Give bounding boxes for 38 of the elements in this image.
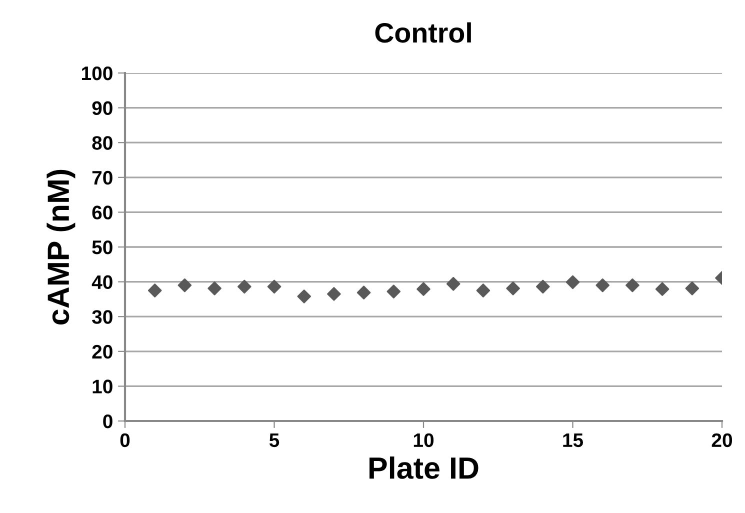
y-tick-label: 40 xyxy=(92,275,112,290)
y-axis-title: cAMP (nM) xyxy=(46,170,76,324)
point xyxy=(327,287,341,301)
y-tick-label: 70 xyxy=(92,170,112,185)
point xyxy=(626,278,640,292)
x-tick-label: 20 xyxy=(712,433,732,448)
point xyxy=(356,286,371,300)
point xyxy=(446,276,460,291)
point xyxy=(566,275,580,290)
y-tick-label: 50 xyxy=(92,240,112,254)
point xyxy=(685,282,700,296)
y-tick-label: 100 xyxy=(82,66,112,80)
point xyxy=(596,278,610,292)
y-tick-label: 0 xyxy=(103,414,112,428)
x-tick-label: 0 xyxy=(120,433,130,448)
point xyxy=(237,280,252,294)
point xyxy=(476,284,490,298)
y-tick-label: 60 xyxy=(92,206,112,220)
y-tick-label: 20 xyxy=(92,344,112,359)
y-tick-label: 30 xyxy=(92,310,112,324)
x-tick-label: 5 xyxy=(269,434,280,448)
point xyxy=(148,284,162,298)
point xyxy=(267,280,282,294)
point xyxy=(416,282,430,296)
x-tick-label: 15 xyxy=(563,434,584,448)
point xyxy=(506,282,520,296)
point xyxy=(178,278,192,292)
x-tick-label: 10 xyxy=(414,433,434,448)
point xyxy=(386,284,401,298)
y-tick-label: 10 xyxy=(92,380,112,394)
chart-title: Control xyxy=(375,22,471,43)
point xyxy=(208,282,222,296)
point xyxy=(655,282,670,296)
point xyxy=(536,280,550,294)
y-tick-label: 90 xyxy=(92,101,112,116)
x-axis-title: Plate ID xyxy=(370,456,478,479)
point xyxy=(297,290,312,304)
y-tick-label: 80 xyxy=(92,136,112,150)
